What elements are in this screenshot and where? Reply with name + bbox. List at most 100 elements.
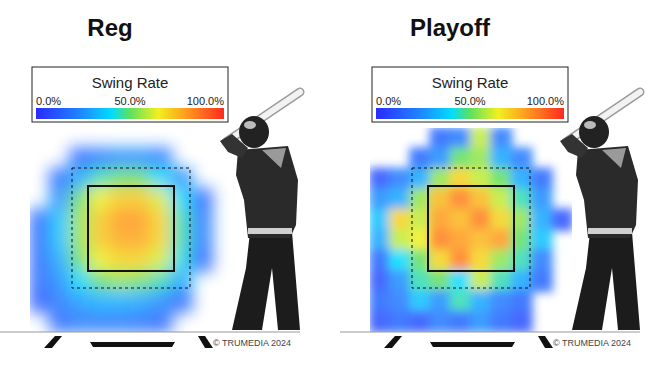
helmet-highlight <box>584 121 596 129</box>
panel: RegSwing Rate0.0%50.0%100.0%© TRUMEDIA 2… <box>0 14 300 348</box>
heat-cell <box>450 128 472 149</box>
heat-cell <box>409 311 431 332</box>
heat-cell <box>30 270 51 292</box>
colorbar-tick-label: 100.0% <box>187 95 225 107</box>
heat-cell <box>150 311 172 332</box>
heat-cell <box>49 209 71 231</box>
heat-cell <box>110 311 132 332</box>
heat-cell <box>450 311 472 332</box>
heat-cell <box>430 188 452 210</box>
batter-helmet <box>579 116 609 148</box>
heat-cell <box>470 128 492 149</box>
heat-cell <box>110 188 132 210</box>
heat-cell <box>49 311 71 332</box>
credit: © TRUMEDIA 2024 <box>553 338 631 348</box>
heat-cell <box>110 290 132 312</box>
heat-cell <box>490 188 512 210</box>
heat-cell <box>490 209 512 231</box>
heat-cell <box>191 249 213 271</box>
heat-cell <box>130 147 152 169</box>
heat-cell <box>389 229 411 251</box>
panel: PlayoffSwing Rate0.0%50.0%100.0%© TRUMED… <box>340 14 640 348</box>
heatmap <box>370 128 572 332</box>
heat-cell <box>49 270 71 292</box>
heat-cell <box>490 128 512 149</box>
heat-cell <box>389 168 411 190</box>
heat-cell <box>389 311 411 332</box>
batter-torso <box>576 146 638 238</box>
colorbar <box>376 108 564 119</box>
heat-cell <box>150 290 172 312</box>
heat-cell <box>150 270 172 292</box>
batter-box-left <box>384 336 402 348</box>
heat-cell <box>389 270 411 292</box>
colorbar-tick-label: 0.0% <box>36 95 61 107</box>
colorbar <box>36 108 224 119</box>
heat-cell <box>409 270 431 292</box>
canvas: RegSwing Rate0.0%50.0%100.0%© TRUMEDIA 2… <box>0 0 670 366</box>
batter-helmet <box>239 116 269 148</box>
heat-cell <box>450 249 472 271</box>
heat-cell <box>49 229 71 251</box>
heat-cell <box>110 229 132 251</box>
heat-cell <box>191 188 213 210</box>
heat-cell <box>110 270 132 292</box>
heat-cell <box>551 209 572 231</box>
heat-cell <box>531 270 553 292</box>
heat-cell <box>450 147 472 169</box>
heat-cell <box>470 249 492 271</box>
heat-cell <box>150 147 172 169</box>
heat-cell <box>110 147 132 169</box>
credit: © TRUMEDIA 2024 <box>213 338 291 348</box>
heat-cell <box>130 209 152 231</box>
strike-zone <box>428 186 514 271</box>
heat-cell <box>130 188 152 210</box>
legend-box <box>32 67 228 122</box>
heat-cell <box>450 229 472 251</box>
title: Playoff <box>410 14 491 41</box>
plot-area <box>30 147 213 332</box>
heat-cell <box>130 270 152 292</box>
heat-cell <box>150 209 172 231</box>
strike-zone <box>88 186 174 271</box>
heat-cell <box>69 311 91 332</box>
heat-cell <box>430 270 452 292</box>
batter-box-right <box>198 336 213 348</box>
legend-box <box>372 67 568 122</box>
heat-cell <box>49 249 71 271</box>
heat-cell <box>90 270 112 292</box>
colorbar-tick-label: 50.0% <box>454 95 485 107</box>
heat-cell <box>191 229 213 251</box>
heat-cell <box>450 209 472 231</box>
heat-cell <box>470 290 492 312</box>
colorbar-tick-label: 50.0% <box>114 95 145 107</box>
batter <box>560 92 640 330</box>
heat-cell <box>409 147 431 169</box>
heat-cell <box>370 290 391 312</box>
heat-cell <box>470 270 492 292</box>
heat-cell <box>430 249 452 271</box>
heat-cell <box>110 249 132 271</box>
batter-legs <box>572 232 640 330</box>
heat-cell <box>389 209 411 231</box>
heat-cell <box>430 128 452 149</box>
colorbar-title: Swing Rate <box>432 74 509 91</box>
ground-line <box>0 332 300 333</box>
heat-cell <box>130 290 152 312</box>
heat-cell <box>130 311 152 332</box>
heat-cell <box>409 290 431 312</box>
heat-cell <box>110 209 132 231</box>
heat-cell <box>490 290 512 312</box>
batter-torso <box>236 146 298 238</box>
heat-cell <box>370 311 391 332</box>
heat-cell <box>90 209 112 231</box>
heat-cell <box>370 249 391 271</box>
heatmap <box>30 147 213 332</box>
heat-cell <box>510 270 532 292</box>
batter-belt <box>588 228 632 234</box>
batter-box-right <box>538 336 553 348</box>
heat-cell <box>370 209 391 231</box>
heat-cell <box>30 209 51 231</box>
heat-cell <box>90 249 112 271</box>
heat-cell <box>450 270 472 292</box>
